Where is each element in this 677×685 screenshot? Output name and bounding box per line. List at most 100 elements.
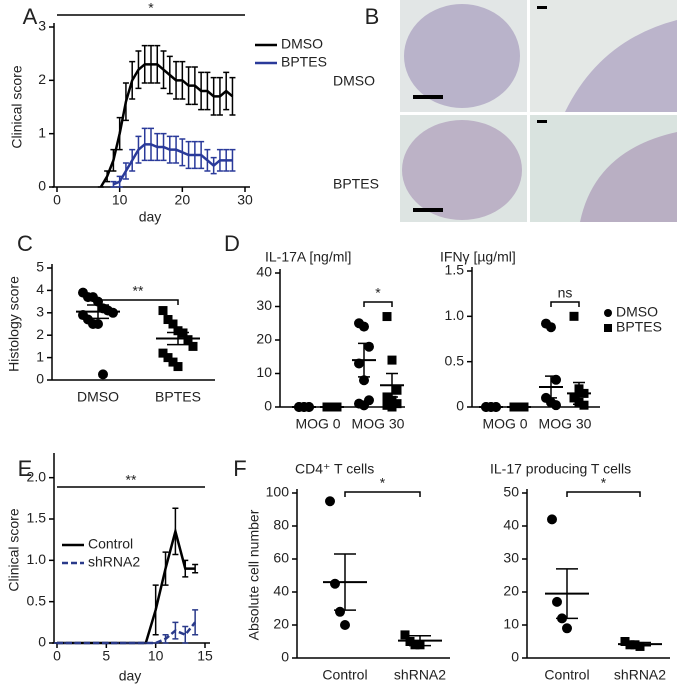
error-bar	[185, 140, 192, 170]
significance-bracket	[363, 301, 393, 307]
error-bar	[104, 170, 111, 183]
section	[402, 120, 522, 220]
error-bar	[172, 507, 179, 556]
point	[163, 353, 173, 363]
legend-label: Control	[88, 536, 133, 552]
x-tick-label: MOG 0	[295, 416, 340, 432]
point	[387, 402, 397, 412]
error-bar	[198, 71, 205, 111]
annotation: *	[380, 475, 386, 491]
y-tick-label: 4	[36, 281, 44, 297]
error-bar	[122, 82, 129, 122]
annotation: *	[601, 475, 607, 491]
error-bar	[386, 372, 398, 398]
point	[551, 374, 561, 385]
y-axis-label: Histology score	[6, 276, 22, 372]
point	[188, 341, 198, 351]
error-bar	[110, 148, 117, 172]
scale-bar	[413, 208, 443, 212]
point	[325, 496, 335, 507]
annotation: **	[126, 472, 137, 488]
error-bar	[573, 381, 585, 406]
error-bar	[179, 60, 186, 100]
point	[335, 606, 345, 617]
error-bar	[229, 76, 236, 116]
y-tick-label: 50	[503, 484, 519, 500]
point	[359, 375, 369, 386]
error-bar	[141, 44, 148, 84]
x-tick-label: shRNA2	[614, 667, 666, 683]
x-tick-label: Control	[322, 667, 367, 683]
legend-label: shRNA2	[88, 554, 140, 570]
annotation: *	[375, 285, 381, 301]
y-tick-label: 3	[36, 304, 44, 320]
x-tick-label: 10	[148, 648, 164, 664]
y-tick-label: 40	[256, 264, 272, 280]
x-tick-label: MOG 30	[352, 416, 405, 432]
error-bar	[160, 50, 167, 90]
section	[580, 132, 677, 222]
y-tick-label: 1.0	[445, 307, 465, 323]
error-bar	[87, 304, 109, 320]
error-bar	[204, 71, 211, 111]
panel-label: A	[23, 4, 38, 29]
x-tick-label: Control	[544, 667, 589, 683]
chart-title: IL-17 producing T cells	[490, 461, 631, 477]
point	[392, 399, 402, 409]
error-bar	[162, 551, 169, 586]
error-bar	[182, 625, 189, 644]
point	[158, 306, 168, 316]
panel-label: E	[18, 456, 33, 481]
point	[340, 620, 350, 630]
error-bar	[166, 135, 173, 164]
point	[359, 321, 369, 332]
annotation: *	[148, 0, 154, 16]
y-tick-label: 0.5	[27, 592, 47, 608]
point	[364, 341, 374, 352]
error-bar	[229, 148, 236, 172]
error-bar	[122, 162, 129, 180]
y-tick-label: 20	[503, 583, 519, 599]
point	[620, 637, 630, 646]
error-bar	[185, 66, 192, 106]
point	[382, 312, 392, 322]
error-bar	[223, 148, 230, 172]
annotation: **	[133, 283, 144, 299]
x-tick-label: 20	[175, 192, 191, 208]
error-bar	[191, 140, 198, 170]
point	[330, 578, 340, 589]
panel-label: F	[233, 456, 246, 481]
y-tick-label: 80	[273, 517, 289, 533]
point	[410, 640, 420, 650]
error-bar	[148, 44, 154, 84]
series-line	[112, 143, 233, 186]
legend-label: BPTES	[281, 54, 327, 70]
point	[173, 362, 183, 372]
y-tick-label: 0	[36, 371, 44, 387]
error-bar	[358, 342, 370, 378]
point	[168, 319, 178, 329]
y-tick-label: 1	[38, 124, 46, 140]
error-bar	[135, 50, 142, 90]
error-bar	[179, 138, 186, 167]
scale-bar	[537, 120, 547, 123]
error-bar	[210, 76, 217, 116]
y-tick-label: 5	[36, 259, 44, 275]
y-tick-label: 10	[256, 364, 272, 380]
y-tick-label: 1.0	[27, 551, 47, 567]
error-bar	[198, 140, 205, 170]
error-bar	[152, 584, 159, 636]
y-tick-label: 0.5	[445, 352, 465, 368]
y-tick-label: 20	[273, 616, 289, 632]
y-tick-label: 20	[256, 331, 272, 347]
point	[547, 514, 557, 525]
x-tick-label: shRNA2	[394, 667, 446, 683]
scale-bar	[413, 95, 443, 99]
point	[579, 400, 589, 410]
x-tick-label: 10	[112, 192, 128, 208]
y-tick-label: 10	[503, 616, 519, 632]
chart-title: CD4⁺ T cells	[295, 461, 374, 477]
error-bar	[162, 633, 169, 644]
point	[400, 630, 410, 640]
legend-swatch	[604, 324, 612, 332]
